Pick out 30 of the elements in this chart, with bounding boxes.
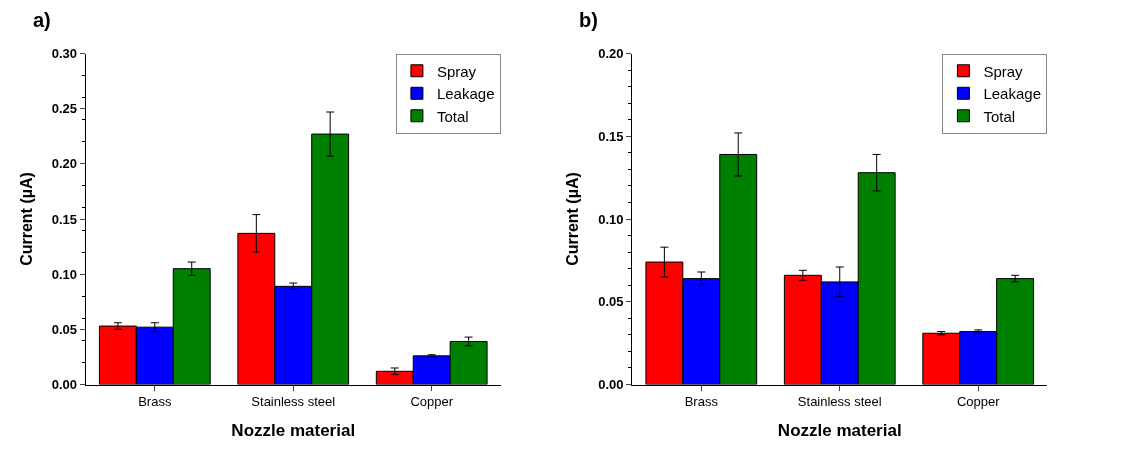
y-tick-label: 0.25: [51, 101, 77, 117]
y-tick-label: 0.00: [598, 377, 624, 393]
y-tick-label: 0.05: [51, 321, 77, 337]
x-tick-label: Copper: [410, 394, 454, 410]
x-tick-label: Brass: [138, 394, 172, 410]
y-tick-label: 0.10: [51, 266, 77, 282]
legend-label: Total: [983, 107, 1016, 125]
x-tick-label: Copper: [956, 394, 1001, 410]
legend-label: Leakage: [983, 85, 1041, 103]
chart-title: a): [33, 9, 51, 31]
y-tick-label: 0.15: [51, 211, 77, 227]
y-tick-label: 0.05: [598, 294, 624, 310]
y-axis-title: Current (µA): [17, 172, 35, 266]
x-tick-label: Stainless steel: [797, 394, 882, 410]
legend-label: Spray: [983, 62, 1024, 80]
x-axis-title: Nozzle material: [231, 420, 356, 440]
legend-label: Spray: [436, 62, 477, 80]
y-tick-label: 0.15: [598, 128, 624, 144]
y-tick-label: 0.20: [598, 46, 624, 62]
legend-label: Leakage: [436, 85, 495, 103]
x-axis-title: Nozzle material: [777, 420, 902, 440]
y-tick-label: 0.30: [51, 46, 77, 62]
x-tick-label: Brass: [684, 394, 719, 410]
chart-title: b): [579, 9, 598, 31]
y-tick-label: 0.20: [51, 156, 77, 172]
legend-label: Total: [436, 107, 469, 125]
x-tick-label: Stainless steel: [251, 394, 336, 410]
y-tick-label: 0.10: [598, 211, 624, 227]
y-tick-label: 0.00: [51, 377, 77, 393]
y-axis-title: Current (µA): [564, 172, 582, 266]
